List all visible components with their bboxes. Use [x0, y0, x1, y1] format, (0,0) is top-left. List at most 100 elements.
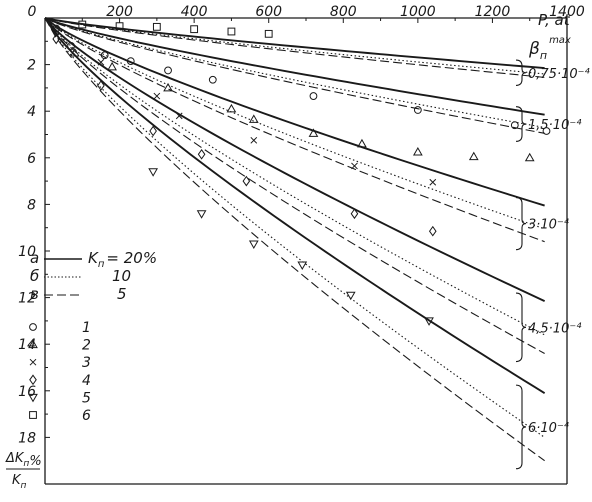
y-tick-label: 4	[27, 104, 36, 120]
curve-dashed-3	[44, 17, 545, 243]
beta-symbol: β	[528, 39, 540, 59]
data-point-cross	[250, 136, 258, 144]
y-label-denominator-text: K	[12, 473, 22, 488]
beta-brace-3	[515, 197, 527, 251]
data-point-triangle-down	[424, 317, 434, 326]
data-points	[52, 20, 551, 326]
legend-marker-square	[29, 411, 37, 419]
beta-group-label-4: 4,5·10⁻⁴	[528, 321, 582, 336]
legend-line-c: в 5	[30, 285, 127, 303]
data-point-square	[264, 29, 273, 38]
data-point-circle	[413, 106, 422, 114]
y-tick-label: 10	[18, 244, 36, 260]
data-point-triangle	[107, 61, 117, 71]
y-tick-label: 2	[27, 58, 36, 74]
y-label-denominator-sub: п	[21, 481, 27, 491]
data-point-circle	[510, 121, 519, 130]
data-point-triangle	[69, 47, 80, 57]
curve-dotted-1	[44, 17, 545, 75]
legend-markers: 1 23 45 6	[28, 320, 91, 424]
y-label-numerator-text: ΔK	[5, 451, 25, 466]
y-tick-label: 14	[18, 337, 36, 353]
data-point-triangle	[524, 152, 535, 162]
legend-marker-label: 5	[82, 390, 91, 406]
curve-dashed-1	[44, 17, 545, 78]
curve-dashed-4	[44, 17, 545, 355]
beta-brace-2	[515, 106, 527, 142]
beta-subscript: п	[540, 49, 547, 62]
x-tick-label: 1400	[549, 4, 585, 20]
beta-brace-1	[515, 59, 527, 86]
x-axis-label: P, at	[538, 11, 571, 29]
data-point-cross	[175, 112, 183, 120]
data-point-circle	[100, 51, 109, 60]
data-point-diamond	[149, 125, 157, 137]
data-point-circle	[542, 127, 551, 135]
legend-marker-cross	[29, 358, 37, 366]
data-point-triangle-down	[196, 210, 207, 219]
data-point-cross	[153, 92, 161, 100]
curves	[44, 17, 546, 462]
beta-group-label-5: 6·10⁻⁴	[528, 421, 570, 436]
curve-dotted-4	[44, 17, 545, 336]
y-axis-label: ΔKп% Kп	[5, 451, 42, 491]
data-point-circle	[52, 24, 61, 33]
x-axis-ticks: 0 200 400 600 800 1000 1200 1400	[28, 4, 585, 23]
data-point-triangle	[163, 82, 173, 92]
legend-marker-triangle	[28, 339, 38, 349]
y-tick-label: 6	[27, 151, 36, 167]
curve-solid-2	[44, 17, 545, 116]
legend-line-c-value: 5	[117, 285, 127, 303]
data-point-triangle-down	[297, 261, 308, 270]
x-tick-label: 1200	[475, 4, 511, 20]
y-label-denominator: Kп	[12, 473, 27, 491]
data-point-square	[190, 25, 199, 34]
legend-line-b-value: 10	[112, 267, 131, 285]
x-tick-label: 800	[330, 4, 357, 20]
legend-marker-label: 3	[82, 355, 91, 371]
data-point-square	[115, 22, 124, 31]
curve-dotted-3	[44, 17, 545, 230]
x-tick-label: 1000	[400, 4, 436, 20]
data-point-triangle	[357, 138, 367, 148]
data-point-cross	[429, 178, 437, 186]
y-tick-label: 12	[18, 291, 36, 307]
data-point-triangle-down	[148, 168, 158, 177]
data-point-diamond	[97, 80, 105, 91]
y-label-numerator-sub: п	[23, 459, 29, 469]
curve-dashed-2	[44, 17, 545, 134]
y-label-numerator: ΔKп%	[5, 451, 42, 469]
x-tick-label: 600	[255, 4, 282, 20]
y-axis-ticks: 2 4 6 8 10 12 14 16 18	[18, 40, 50, 446]
beta-brace-5	[515, 384, 527, 470]
beta-brace-4	[515, 292, 527, 363]
legend-line-a-value: Kп = 20%	[88, 249, 157, 270]
legend-marker-circle	[29, 323, 37, 331]
legend-param-value: = 20%	[106, 249, 157, 267]
data-point-triangle	[412, 146, 423, 156]
data-point-circle	[126, 57, 135, 66]
data-point-circle	[309, 92, 318, 100]
data-point-diamond	[52, 33, 60, 45]
x-tick-label: 200	[106, 4, 133, 20]
legend-line-b: б 10	[30, 267, 131, 285]
data-point-diamond	[428, 225, 437, 237]
data-point-diamond	[350, 208, 359, 220]
legend-marker-label: 6	[82, 408, 91, 424]
data-point-triangle	[226, 103, 237, 113]
curve-solid-3	[44, 17, 545, 207]
curve-solid-4	[44, 17, 546, 302]
legend-marker-label: 2	[82, 338, 91, 354]
data-point-diamond	[242, 175, 251, 187]
data-point-triangle-down	[345, 291, 356, 301]
data-point-circle	[208, 75, 217, 84]
legend-param-sub: п	[98, 259, 105, 270]
data-point-circle	[164, 66, 172, 75]
legend-marker-label: 4	[82, 373, 91, 389]
data-point-circle	[67, 42, 75, 50]
x-tick-label: 0	[28, 4, 37, 20]
legend-marker-triangle-down	[28, 393, 38, 403]
legend-line-a-letter: а	[30, 249, 39, 267]
